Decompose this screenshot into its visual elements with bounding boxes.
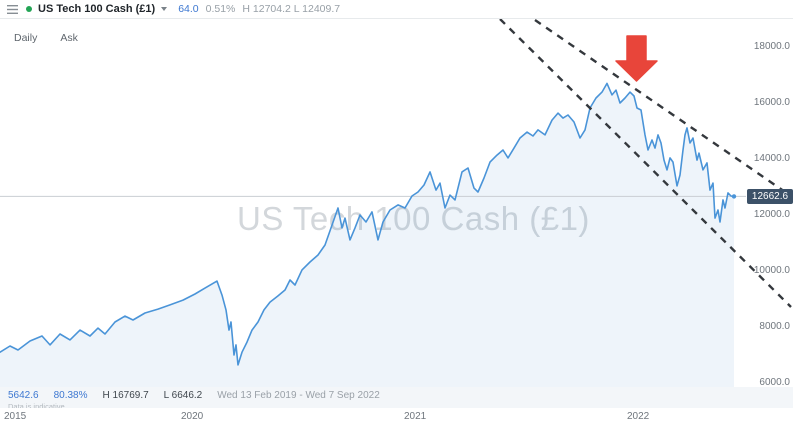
caret-down-icon[interactable]: [161, 7, 168, 11]
instrument-title[interactable]: US Tech 100 Cash (£1): [38, 3, 156, 15]
chart-toolbar: Daily Ask: [14, 32, 78, 44]
last-price-dot: [731, 194, 737, 199]
range-high: H 16769.7: [102, 389, 149, 401]
range-change-value: 5642.6: [8, 389, 39, 401]
trendline-upper[interactable]: [534, 19, 792, 197]
session-high-low: H 12704.2 L 12409.7: [242, 3, 341, 15]
stats-bar: 5642.6 80.38% H 16769.7 L 6646.2 Wed 13 …: [0, 387, 793, 411]
price-axis-label: 6000.0: [759, 377, 790, 388]
time-axis: 2015 2020 2021 2022: [0, 408, 793, 426]
change-percent: 0.51%: [205, 3, 236, 15]
price-axis-label: 14000.0: [753, 153, 790, 164]
price-axis: 18000.0 16000.0 14000.0 12000.0 10000.0 8000.…: [744, 0, 790, 426]
price-line: [0, 82, 735, 366]
range-change-percent: 80.38%: [53, 389, 88, 401]
date-range: Wed 13 Feb 2019 - Wed 7 Sep 2022: [217, 389, 380, 401]
time-axis-label: 2020: [181, 411, 204, 422]
price-axis-label: 10000.0: [753, 265, 790, 276]
price-axis-label: 18000.0: [753, 41, 790, 52]
menu-icon[interactable]: [7, 4, 18, 14]
time-axis-label: 2021: [404, 411, 427, 422]
price-side-selector[interactable]: Ask: [60, 32, 78, 44]
range-low: L 6646.2: [163, 389, 203, 401]
price-axis-label: 16000.0: [753, 97, 790, 108]
trendline-lower[interactable]: [499, 18, 792, 308]
chart-watermark: US Tech 100 Cash (£1): [237, 200, 590, 238]
range-stats-row: 5642.6 80.38% H 16769.7 L 6646.2 Wed 13 …: [8, 389, 793, 401]
price-area-fill: [0, 83, 734, 388]
interval-selector[interactable]: Daily: [14, 32, 38, 44]
down-arrow-icon[interactable]: [615, 35, 658, 82]
market-status-dot: [26, 6, 32, 12]
change-value: 64.0: [178, 3, 199, 15]
current-price-badge: 12662.6: [747, 189, 793, 204]
price-axis-label: 8000.0: [759, 321, 790, 332]
disclaimer-text: Data is indicative: [8, 402, 65, 411]
time-axis-label: 2015: [4, 411, 27, 422]
time-axis-label: 2022: [627, 411, 650, 422]
chart-header: US Tech 100 Cash (£1) 64.0 0.51% H 12704…: [0, 0, 793, 19]
price-axis-label: 12000.0: [753, 209, 790, 220]
